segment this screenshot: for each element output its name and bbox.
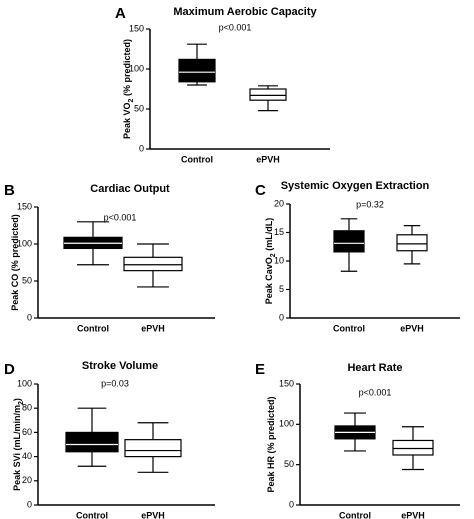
- y-tick-label: 50: [134, 103, 144, 113]
- box-epvh: [396, 225, 428, 265]
- x-category-label: ePVH: [256, 154, 280, 164]
- y-axis-label: Peak HR (% predicted): [266, 396, 276, 492]
- chart-title: Cardiac Output: [90, 183, 170, 195]
- y-tick-label: 20: [22, 475, 32, 485]
- box-control: [334, 412, 376, 452]
- y-tick-label: 150: [129, 23, 144, 33]
- y-axis-label: Peak SVi (mL/min/m2): [12, 398, 25, 491]
- y-tick-label: 0: [139, 143, 144, 153]
- box-control: [333, 218, 365, 272]
- y-axis-label-main: Peak CavO: [264, 257, 274, 304]
- p-value-annotation: p<0.001: [104, 212, 137, 222]
- y-axis-label-subscript: 2: [18, 401, 25, 405]
- box-epvh: [123, 243, 183, 288]
- box-epvh: [124, 422, 182, 473]
- y-tick-label: 150: [17, 201, 32, 211]
- y-tick-label: 100: [279, 419, 294, 429]
- chart-title: Systemic Oxygen Extraction: [281, 180, 430, 192]
- p-value-annotation: p<0.001: [359, 387, 392, 397]
- y-axis-label: Peak VO2 (% predicted): [122, 39, 135, 139]
- x-category-label: ePVH: [141, 323, 165, 333]
- y-axis-label-main: Peak HR (% predicted): [266, 396, 276, 492]
- panel-d: D Stroke Volume p=0.03 0 20 40 60 80 100 Peak SVi…: [4, 360, 215, 519]
- iqr-box: [333, 230, 365, 253]
- y-axis-label-subscript: 2: [270, 253, 277, 257]
- x-category-label: Control: [181, 154, 213, 164]
- y-tick-label: 100: [17, 378, 32, 388]
- y-tick-label: 100: [129, 63, 144, 73]
- p-value-annotation: p<0.001: [219, 22, 252, 32]
- y-axis-label-main: Peak CO (% predicted): [10, 214, 20, 311]
- panel-letter: B: [4, 182, 15, 199]
- box-epvh: [249, 85, 287, 112]
- box-epvh: [392, 426, 434, 471]
- y-tick-label: 150: [279, 378, 294, 388]
- y-axis-label-main: Peak SVi (mL/min/m: [12, 405, 22, 491]
- iqr-box: [178, 58, 216, 83]
- p-value-annotation: p=0.03: [101, 378, 129, 388]
- y-tick-label: 15: [274, 227, 284, 237]
- y-tick-label: 5: [279, 284, 284, 294]
- y-tick-label: 50: [22, 275, 32, 285]
- chart-title: Stroke Volume: [82, 360, 158, 372]
- panel-a: A Maximum Aerobic Capacity p<0.001 0 50 100 15…: [115, 5, 330, 164]
- x-category-label: ePVH: [141, 510, 165, 519]
- y-axis-label-main: Peak VO: [122, 102, 132, 139]
- y-tick-label: 80: [22, 403, 32, 413]
- panel-letter: E: [255, 361, 265, 378]
- box-control: [178, 43, 216, 86]
- x-category-label: ePVH: [400, 323, 424, 333]
- y-tick-label: 20: [274, 198, 284, 208]
- x-category-label: Control: [77, 323, 109, 333]
- y-tick-label: 0: [289, 499, 294, 509]
- iqr-box: [124, 439, 182, 458]
- y-tick-label: 60: [22, 427, 32, 437]
- box-control: [65, 407, 119, 467]
- y-axis-label-subscript: 2: [128, 98, 135, 102]
- box-control: [63, 221, 123, 266]
- p-value-annotation: p=0.32: [356, 199, 384, 209]
- y-tick-label: 10: [274, 255, 284, 265]
- y-tick-label: 50: [284, 459, 294, 469]
- panel-b: B Cardiac Output p<0.001 0 50 100 150 Peak CO (…: [4, 182, 215, 333]
- iqr-box: [65, 431, 119, 453]
- y-axis-label-rest: (% predicted): [122, 39, 132, 99]
- iqr-box: [392, 439, 434, 456]
- iqr-box: [396, 234, 428, 252]
- y-tick-label: 100: [17, 238, 32, 248]
- panel-letter: D: [4, 361, 15, 378]
- chart-title: Maximum Aerobic Capacity: [173, 6, 317, 18]
- x-category-label: ePVH: [401, 510, 425, 519]
- chart-title: Heart Rate: [347, 362, 402, 374]
- y-tick-label: 0: [27, 312, 32, 322]
- iqr-box: [249, 88, 287, 101]
- x-category-label: Control: [76, 510, 108, 519]
- y-tick-label: 0: [27, 499, 32, 509]
- y-axis-label: Peak CO (% predicted): [10, 214, 20, 311]
- x-category-label: Control: [339, 510, 371, 519]
- y-axis-label-rest: ): [12, 398, 22, 401]
- iqr-box: [123, 256, 183, 272]
- y-axis-label: Peak CavO2 (mL/dL): [264, 218, 277, 304]
- y-axis-label-rest: (mL/dL): [264, 218, 274, 254]
- panel-c: C Systemic Oxygen Extraction p=0.32 0 5 10 15 2…: [255, 180, 460, 333]
- x-category-label: Control: [333, 323, 365, 333]
- y-tick-label: 0: [279, 312, 284, 322]
- y-tick-label: 40: [22, 451, 32, 461]
- panel-letter: C: [255, 182, 266, 199]
- panel-letter: A: [115, 5, 126, 22]
